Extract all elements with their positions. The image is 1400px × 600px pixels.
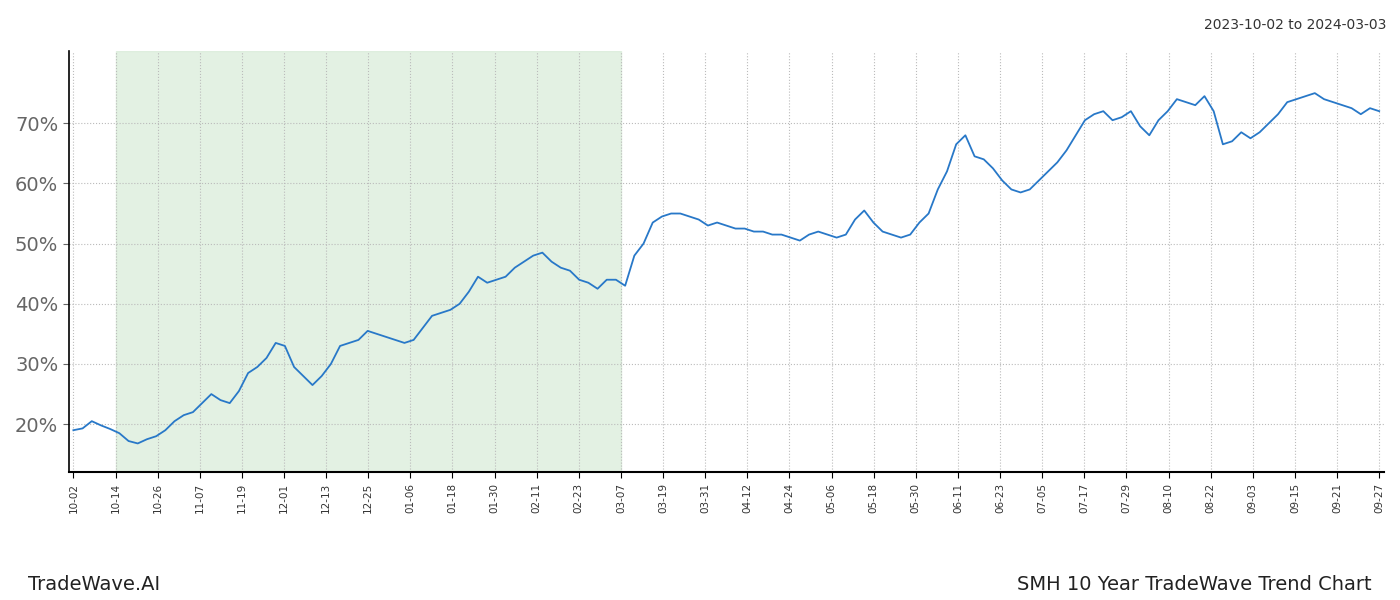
Bar <box>116 51 622 472</box>
Text: SMH 10 Year TradeWave Trend Chart: SMH 10 Year TradeWave Trend Chart <box>1018 575 1372 594</box>
Text: 2023-10-02 to 2024-03-03: 2023-10-02 to 2024-03-03 <box>1204 18 1386 32</box>
Text: TradeWave.AI: TradeWave.AI <box>28 575 160 594</box>
